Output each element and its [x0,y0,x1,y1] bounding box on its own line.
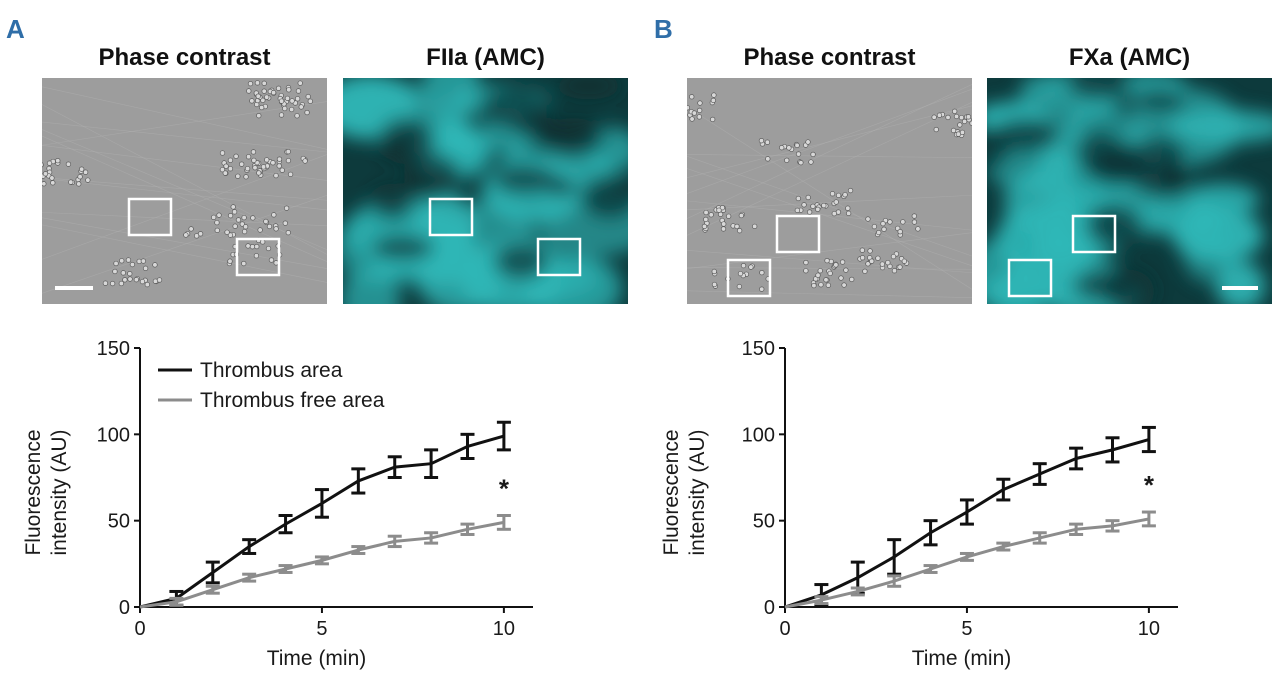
phase-contrast-svg [42,78,327,304]
error-bar [460,432,475,461]
phase-contrast-image [687,78,972,304]
series-thrombus-free-area [139,513,511,609]
error-bar [351,467,366,495]
error-bar [1141,510,1156,528]
error-bar [1032,462,1047,486]
error-bar [496,420,511,452]
panel-b: B Phase contrast FXa (AMC) 0 50 100 150 0 5 10… [640,0,1280,696]
error-bar [278,513,293,535]
error-bar [1032,531,1047,545]
fluorescence-image [987,78,1272,304]
phase-contrast-title: Phase contrast [98,44,271,71]
error-bar [923,564,938,574]
error-bar [387,455,402,479]
y-axis-label: Fluorescence [660,429,683,555]
error-bar [850,586,865,597]
error-bar [1141,425,1156,454]
series-line [139,434,505,609]
error-bar [278,564,293,574]
x-tick-label: 5 [961,618,972,640]
error-bar [351,545,366,555]
scale-bar [55,286,93,290]
error-bar [387,534,402,549]
panel-a: A Phase contrast FIIa (AMC) 0 50 100 150 0 5 1… [6,14,628,670]
phase-contrast-image [42,78,327,304]
y-axis-label: intensity (AU) [686,429,709,555]
roi-thrombus-free-box [127,197,173,237]
phase-contrast-title: Phase contrast [743,44,916,71]
fluorescence-svg [343,78,628,304]
x-tick-label: 0 [134,618,145,640]
y-tick-label: 150 [742,338,775,360]
x-tick-label: 0 [779,618,790,640]
error-bar [996,477,1011,502]
error-bar [424,448,439,479]
roi-thrombus-box [536,237,582,277]
series-thrombus-area [784,425,1156,609]
error-bar [424,531,439,545]
series-thrombus-area [139,420,511,609]
roi-thrombus-free-box [726,258,772,298]
phase-contrast-svg [687,78,972,304]
y-tick-label: 100 [97,424,130,446]
error-bar [496,513,511,531]
roi-thrombus-box [1071,214,1117,254]
legend-label: Thrombus area [200,359,343,382]
roi-thrombus-free-box [1007,258,1053,298]
x-tick-label: 5 [316,618,327,640]
significance-asterisk: * [1144,470,1155,500]
x-tick-label: 10 [1138,618,1160,640]
fluorescence-title: FIIa (AMC) [426,44,545,71]
chart-b: 0 50 100 150 0 5 10 Time (min) Fluorescence inten… [660,338,1178,670]
error-bar [1105,519,1120,533]
error-bar [959,551,974,562]
error-bar [996,541,1011,552]
roi-thrombus-box [235,237,281,277]
x-axis-label: Time (min) [267,647,367,670]
error-bar [959,498,974,526]
series-line [784,517,1150,609]
y-tick-label: 100 [742,424,775,446]
scale-bar [1222,286,1258,290]
error-bar [923,519,938,547]
x-tick-label: 10 [493,618,515,640]
series-thrombus-free-area [784,510,1156,609]
y-axis-label: Fluorescence [22,429,45,555]
roi-thrombus-free-box [428,197,474,237]
error-bar [814,595,829,606]
error-bar [887,574,902,588]
y-tick-label: 50 [753,511,775,533]
error-bar [1069,446,1084,471]
y-tick-label: 50 [108,511,130,533]
error-bar [460,522,475,536]
error-bar [205,584,220,595]
error-bar [314,555,329,566]
fluorescence-svg [987,78,1272,304]
panel-label: A [6,14,25,44]
roi-thrombus-box [775,214,821,254]
legend-label: Thrombus free area [200,389,385,412]
error-bar [205,560,220,585]
panel-label: B [654,14,673,44]
error-bar [242,572,257,583]
chart-a: 0 50 100 150 0 5 10 Time (min) Fluorescence inten… [22,338,533,670]
error-bar [169,596,184,607]
error-bar [242,538,257,555]
fluorescence-title: FXa (AMC) [1068,44,1191,71]
error-bar [887,538,902,576]
y-tick-label: 150 [97,338,130,360]
y-axis-label: intensity (AU) [48,429,71,555]
significance-asterisk: * [499,473,510,503]
error-bar [314,488,329,519]
error-bar [1105,436,1120,464]
error-bar [1069,522,1084,536]
x-axis-label: Time (min) [912,647,1012,670]
y-tick-label: 0 [119,597,130,619]
y-tick-label: 0 [764,597,775,619]
fluorescence-image [343,78,628,304]
